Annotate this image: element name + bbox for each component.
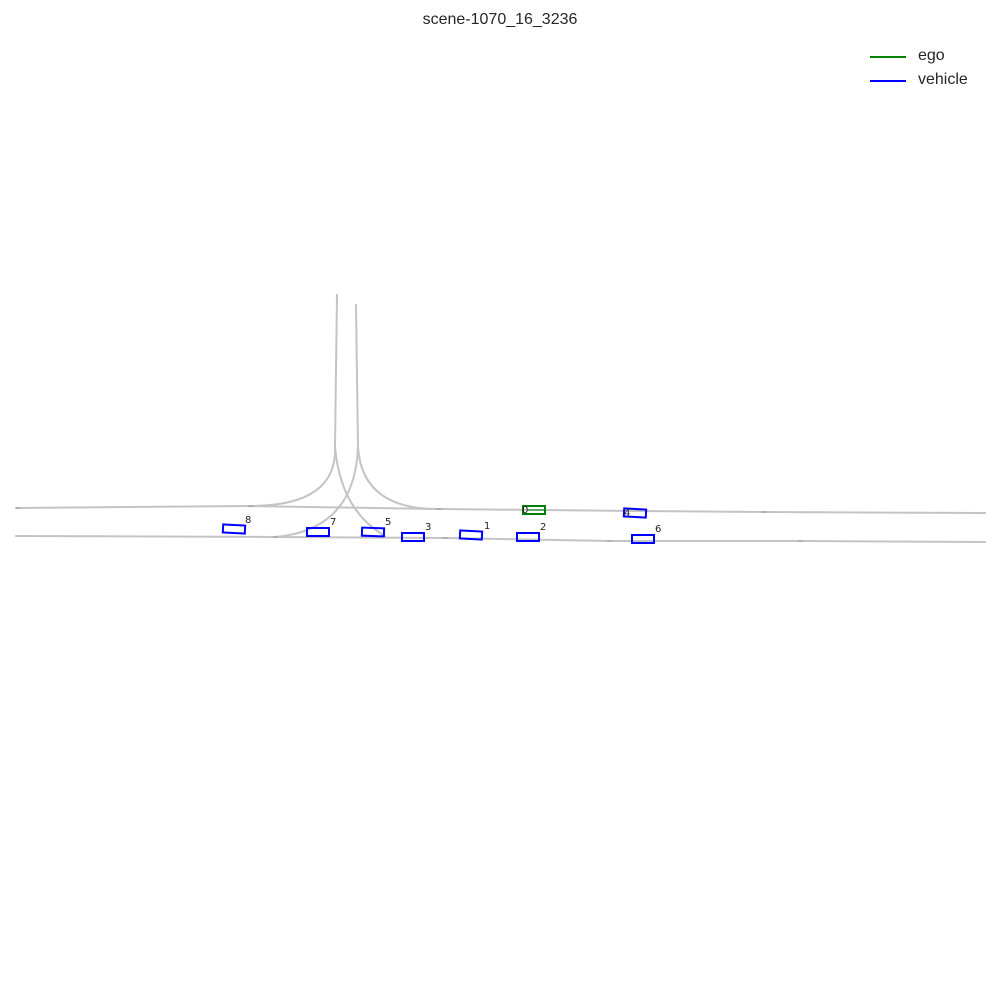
- legend: ego vehicle: [866, 46, 996, 94]
- legend-swatch-vehicle: [870, 80, 906, 82]
- agent-label-3: 3: [425, 522, 431, 533]
- agents: 0 1 2 3 4 5 6 7 8: [221, 505, 661, 544]
- scene-title: scene-1070_16_3236: [422, 11, 578, 28]
- agent-box-3: [401, 532, 425, 542]
- agent-box-2: [516, 532, 540, 542]
- agent-box-4: [622, 507, 648, 519]
- legend-entry-ego: ego: [866, 46, 996, 70]
- lane-vertical-left: [334, 294, 338, 447]
- agent-box-1: [458, 529, 484, 541]
- lane-network: [15, 294, 986, 543]
- lane-connector-left: [334, 445, 386, 537]
- agent-label-1: 1: [484, 521, 490, 532]
- agent-label-7: 7: [330, 517, 336, 528]
- agent-box-5: [360, 526, 386, 538]
- agent-label-0: 0: [522, 505, 528, 516]
- agent-label-4: 4: [624, 508, 630, 519]
- legend-entry-vehicle: vehicle: [866, 70, 996, 94]
- lane-upper: [15, 504, 986, 514]
- lane-turn-left-up: [249, 445, 337, 507]
- agent-label-6: 6: [655, 524, 661, 535]
- agent-box-7: [306, 527, 330, 537]
- legend-label-vehicle: vehicle: [918, 71, 968, 88]
- agent-label-5: 5: [385, 517, 391, 528]
- legend-label-ego: ego: [918, 47, 945, 64]
- lane-vertical-right: [355, 304, 359, 448]
- agent-label-8: 8: [245, 515, 251, 526]
- lane-connector-right: [274, 446, 359, 538]
- legend-swatch-ego: [870, 56, 906, 58]
- lane-lower: [15, 535, 986, 543]
- agent-box-6: [631, 534, 655, 544]
- lane-turn-right-up: [357, 446, 441, 511]
- agent-box-8: [221, 523, 247, 535]
- agent-label-2: 2: [540, 522, 546, 533]
